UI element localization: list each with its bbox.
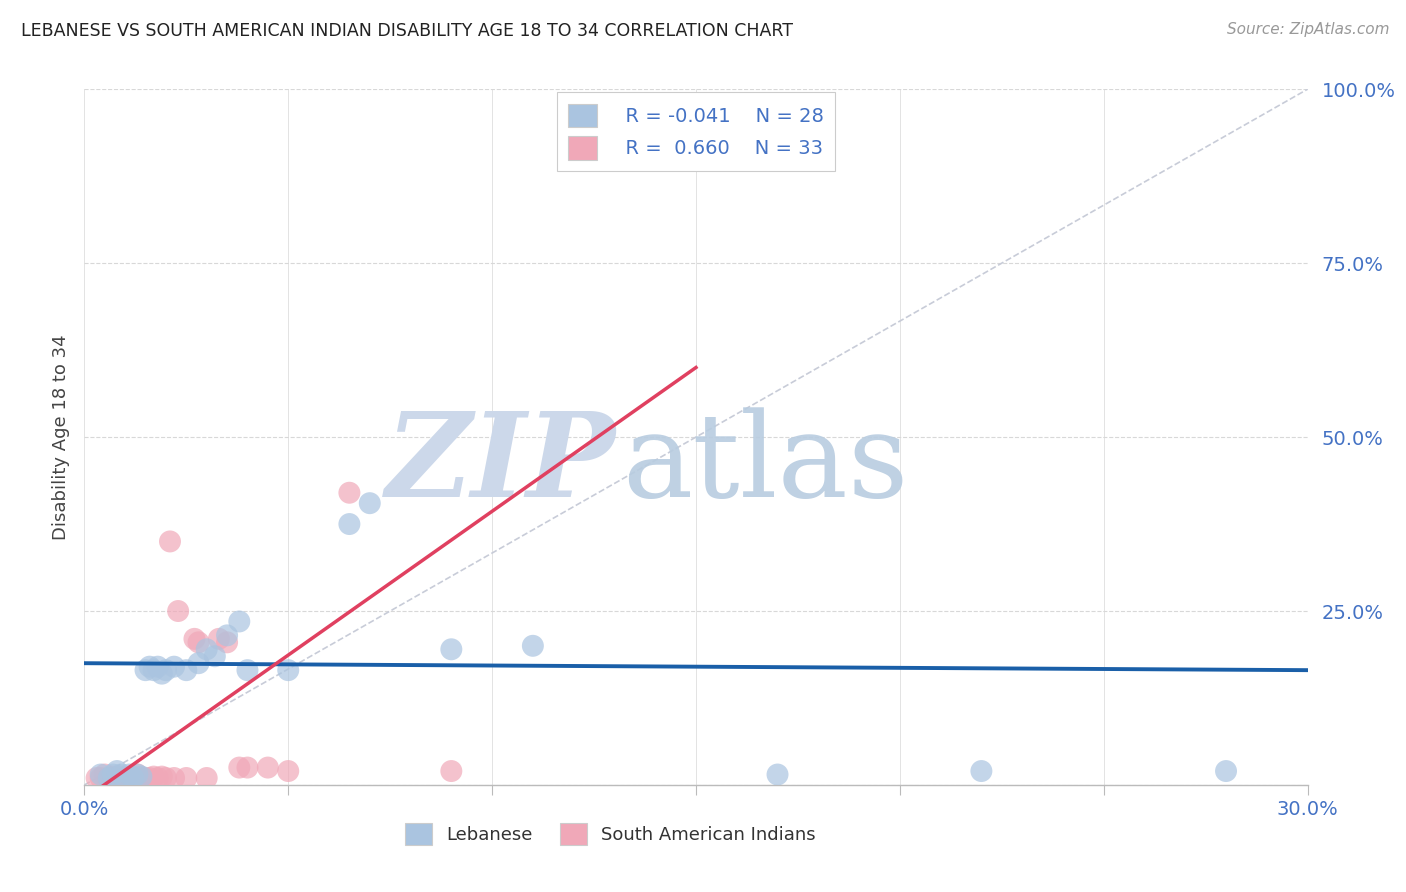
Point [97,771,120,785]
Point [440,642,463,657]
Point [195,771,218,785]
Point [1215,764,1237,778]
Y-axis label: Disability Age 18 to 34: Disability Age 18 to 34 [52,334,70,540]
Point [522,639,544,653]
Point [150,666,173,681]
Point [114,771,136,785]
Point [105,771,128,785]
Point [131,770,153,784]
Point [127,767,149,781]
Point [766,767,789,781]
Point [142,663,165,677]
Point [174,771,197,785]
Point [142,770,165,784]
Text: Source: ZipAtlas.com: Source: ZipAtlas.com [1226,22,1389,37]
Point [228,615,250,629]
Point [174,663,197,677]
Point [167,604,190,618]
Point [236,663,259,677]
Point [277,663,299,677]
Point [187,657,209,671]
Point [90,771,112,785]
Point [228,760,250,774]
Point [114,771,136,785]
Point [118,770,141,784]
Point [183,632,205,646]
Point [217,628,239,642]
Point [187,635,209,649]
Point [131,771,153,785]
Point [217,635,239,649]
Text: atlas: atlas [623,408,908,523]
Point [86,771,108,785]
Point [146,771,169,785]
Point [110,770,132,784]
Point [155,663,177,677]
Point [146,659,169,673]
Point [110,767,132,781]
Point [970,764,993,778]
Point [195,642,218,657]
Point [257,760,280,774]
Point [277,764,299,778]
Point [122,771,145,785]
Legend: Lebanese, South American Indians: Lebanese, South American Indians [398,816,823,853]
Point [440,764,463,778]
Point [118,767,141,781]
Point [97,771,120,785]
Point [163,771,186,785]
Point [138,659,160,673]
Point [155,771,177,785]
Point [135,771,157,785]
Point [90,767,112,781]
Point [163,659,186,673]
Point [150,770,173,784]
Point [236,760,259,774]
Point [122,771,145,785]
Point [135,663,157,677]
Text: ZIP: ZIP [387,408,616,523]
Text: LEBANESE VS SOUTH AMERICAN INDIAN DISABILITY AGE 18 TO 34 CORRELATION CHART: LEBANESE VS SOUTH AMERICAN INDIAN DISABI… [21,22,793,40]
Point [93,767,115,781]
Point [339,516,361,531]
Point [339,485,361,500]
Point [101,770,124,784]
Point [204,649,226,664]
Point [208,632,231,646]
Point [105,764,128,778]
Point [159,534,181,549]
Point [359,496,381,510]
Point [138,771,160,785]
Point [127,767,149,781]
Point [101,767,124,781]
